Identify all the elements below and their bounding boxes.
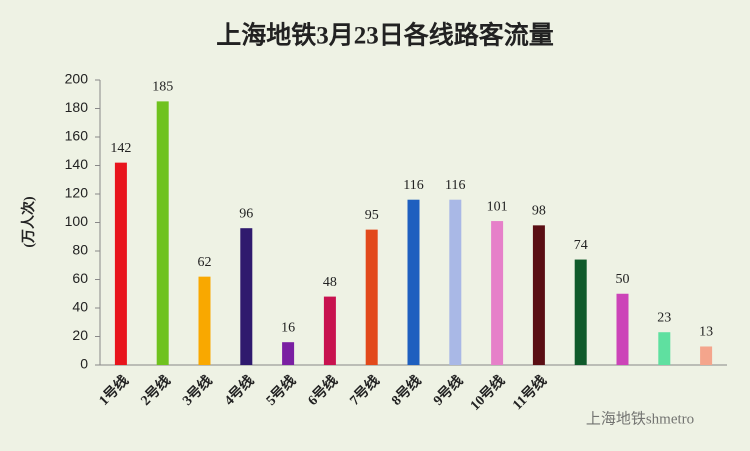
- value-label: 16: [281, 320, 295, 335]
- y-tick-label: 160: [65, 128, 89, 144]
- value-label: 23: [657, 310, 671, 325]
- value-label: 185: [152, 80, 173, 95]
- bar: [365, 229, 378, 365]
- bar: [700, 346, 713, 365]
- bar: [407, 199, 420, 365]
- y-tick-label: 40: [72, 299, 88, 315]
- bar: [156, 101, 169, 365]
- value-label: 50: [616, 272, 630, 287]
- bar: [323, 296, 336, 365]
- value-label: 96: [239, 206, 253, 221]
- watermark: 上海地铁shmetro: [586, 410, 694, 427]
- y-tick-label: 120: [65, 185, 89, 201]
- value-label: 142: [110, 141, 131, 156]
- bar: [282, 342, 295, 365]
- bar: [491, 221, 504, 365]
- bar: [114, 162, 127, 365]
- bar: [658, 332, 671, 365]
- bar: [574, 259, 587, 365]
- y-tick-label: 0: [80, 356, 88, 372]
- value-label: 13: [699, 325, 713, 340]
- bar: [449, 199, 462, 365]
- value-label: 95: [365, 208, 379, 223]
- value-label: 98: [532, 204, 546, 219]
- y-tick-label: 20: [72, 327, 88, 343]
- value-label: 116: [403, 178, 423, 193]
- bar: [616, 293, 629, 365]
- value-label: 48: [323, 275, 337, 290]
- bar: [240, 228, 253, 365]
- y-tick-label: 140: [65, 156, 89, 172]
- y-tick-label: 100: [65, 213, 89, 229]
- y-tick-label: 80: [72, 242, 88, 258]
- y-axis-label: (万人次): [20, 196, 37, 248]
- bar: [198, 276, 211, 365]
- value-label: 101: [487, 199, 508, 214]
- y-tick-label: 180: [65, 99, 89, 115]
- y-tick-label: 60: [72, 270, 88, 286]
- value-label: 116: [445, 178, 465, 193]
- bar: [532, 225, 545, 365]
- y-tick-label: 200: [65, 71, 89, 87]
- value-label: 62: [198, 255, 212, 270]
- value-label: 74: [574, 238, 588, 253]
- chart-title: 上海地铁3月23日各线路客流量: [216, 21, 554, 50]
